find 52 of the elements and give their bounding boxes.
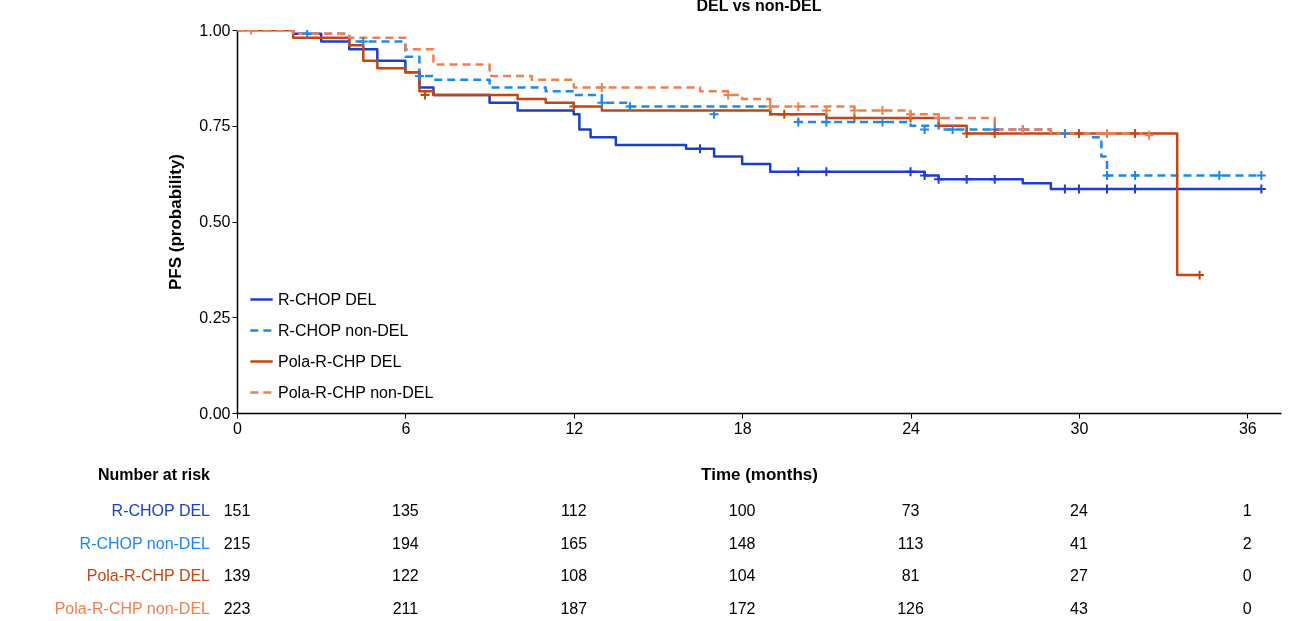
x-tick-label: 0 bbox=[233, 419, 243, 437]
y-tick-label: 0.00 bbox=[199, 404, 231, 422]
text: 148 bbox=[728, 534, 756, 552]
x-axis-title: Time (months) bbox=[701, 464, 818, 484]
legend-label: Pola-R-CHP non-DEL bbox=[278, 383, 434, 401]
text: 211 bbox=[392, 599, 419, 617]
x-tick-label: 30 bbox=[1070, 419, 1089, 437]
text: 43 bbox=[1070, 599, 1088, 617]
x-tick-label: 6 bbox=[401, 419, 411, 437]
text: 165 bbox=[560, 534, 588, 552]
legend-label: Pola-R-CHP DEL bbox=[278, 352, 402, 370]
text: 126 bbox=[897, 599, 924, 617]
text: R-CHOP DEL bbox=[111, 502, 210, 519]
y-tick-label: 0.25 bbox=[199, 308, 231, 326]
x-tick-label: 36 bbox=[1238, 419, 1257, 437]
text: Number at risk bbox=[97, 466, 211, 483]
y-tick-label: 0.75 bbox=[199, 117, 231, 135]
y-tick-label: 1.00 bbox=[199, 21, 231, 39]
text: 2 bbox=[1242, 534, 1252, 552]
y-tick-label: 0.50 bbox=[199, 213, 231, 230]
legend-label: R-CHOP DEL bbox=[278, 290, 377, 308]
text: 81 bbox=[901, 567, 920, 584]
text: Pola-R-CHP non-DEL bbox=[54, 599, 210, 617]
text: 112 bbox=[561, 502, 587, 519]
text: R-CHOP non-DEL bbox=[79, 534, 210, 552]
text: 0 bbox=[1242, 599, 1252, 617]
x-tick-label: 12 bbox=[565, 419, 584, 437]
text: 73 bbox=[901, 502, 920, 519]
text: 1 bbox=[1242, 502, 1252, 519]
text: 41 bbox=[1070, 534, 1088, 552]
text: 151 bbox=[223, 502, 251, 519]
x-tick-label: 24 bbox=[902, 419, 921, 437]
text: 24 bbox=[1070, 502, 1088, 519]
text: 187 bbox=[560, 599, 588, 617]
text: 223 bbox=[223, 599, 251, 617]
text: 215 bbox=[223, 534, 251, 552]
legend-label: R-CHOP non-DEL bbox=[278, 321, 409, 339]
text: 135 bbox=[392, 502, 419, 519]
chart-title: DEL vs non-DEL bbox=[696, 0, 822, 14]
text: Pola-R-CHP DEL bbox=[86, 567, 210, 584]
text: 172 bbox=[728, 599, 756, 617]
text: 139 bbox=[223, 567, 251, 584]
text: 104 bbox=[728, 567, 756, 584]
text: 122 bbox=[392, 567, 419, 584]
text: 100 bbox=[728, 502, 756, 519]
text: 113 bbox=[897, 534, 924, 552]
y-axis-title: PFS (probability) bbox=[166, 154, 186, 290]
text: 108 bbox=[560, 567, 588, 584]
text: 0 bbox=[1242, 567, 1252, 584]
text: 27 bbox=[1070, 567, 1088, 584]
x-tick-label: 18 bbox=[733, 419, 752, 437]
text: 194 bbox=[392, 534, 419, 552]
